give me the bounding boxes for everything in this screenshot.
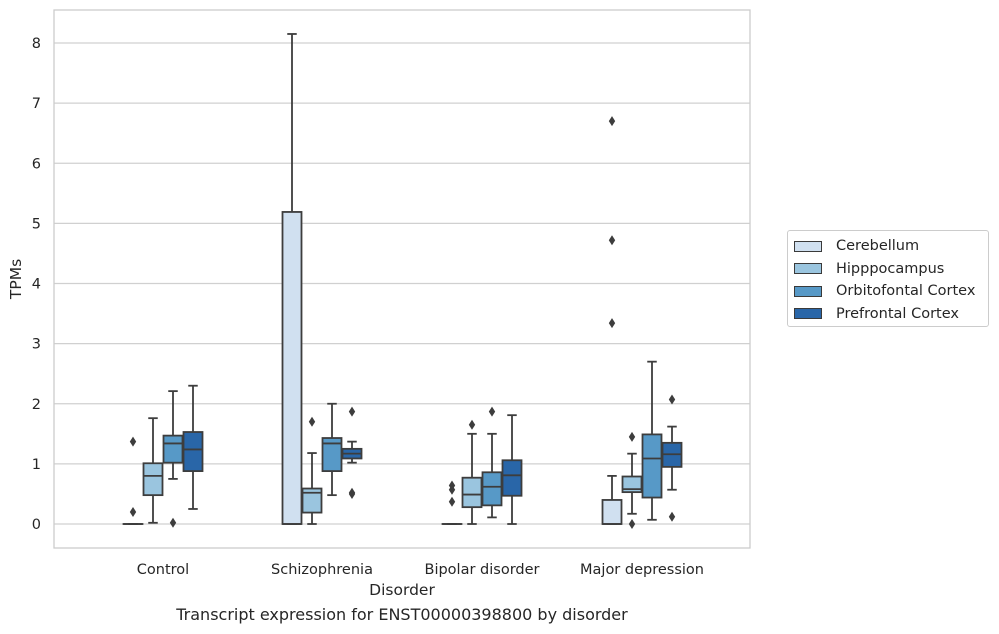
legend: Cerebellum Hipppocampus Orbitofontal Cor… [787,230,989,327]
box-cerebellum-1 [281,33,303,525]
boxes [122,33,683,529]
outlier-point [608,116,616,127]
outlier-point [668,394,676,405]
outlier-point [348,406,356,417]
legend-swatch-hippocampus [794,263,822,275]
x-tick-label: Control [137,562,189,578]
outlier-point [668,511,676,522]
outlier-point [448,496,456,507]
box-prefrontal-cortex-2 [501,414,523,525]
outlier-point [308,416,316,427]
x-tick-labels: Control Schizophrenia Bipolar disorder Majo… [137,562,704,578]
box-prefrontal-cortex-0 [182,384,204,510]
x-axis-label: Disorder [369,581,435,599]
y-tick-label: 4 [32,277,41,293]
outlier-point [129,436,137,447]
box-prefrontal-cortex-1 [341,406,363,499]
legend-label-hippocampus: Hipppocampus [836,260,945,277]
y-tick-label: 1 [32,457,41,473]
legend-item-cerebellum: Cerebellum [794,235,982,258]
box-hipppocampus-1 [301,416,323,525]
box-iqr [142,462,164,497]
box-iqr [641,433,663,499]
outlier-point [628,519,636,529]
outlier-point [628,431,636,442]
x-tick-label: Bipolar disorder [425,562,540,578]
box-hipppocampus-2 [461,419,483,525]
x-tick-label: Major depression [580,562,704,578]
legend-label-cerebellum: Cerebellum [836,238,920,255]
box-hipppocampus-0 [142,417,164,524]
x-tick-label: Schizophrenia [271,562,373,578]
box-cerebellum-0 [122,436,144,525]
box-cerebellum-3 [601,116,623,525]
outlier-point [129,506,137,517]
box-iqr [601,499,623,525]
y-tick-label: 3 [32,337,41,353]
y-tick-labels: 0 1 2 3 4 5 6 7 8 [32,36,41,533]
box-iqr [461,476,483,509]
box-iqr [301,487,323,514]
y-tick-label: 2 [32,397,41,413]
outlier-point [169,517,177,528]
legend-item-hippocampus: Hipppocampus [794,258,982,281]
box-iqr [321,437,343,472]
box-cerebellum-2 [441,480,463,525]
y-tick-label: 7 [32,96,41,112]
outlier-point [468,419,476,430]
box-iqr [621,475,643,494]
outlier-point [608,318,616,329]
legend-label-orbitofrontal-cortex: Orbitofontal Cortex [836,283,976,300]
box-iqr [182,431,204,472]
box-orbitofontal-cortex-0 [162,390,184,528]
legend-swatch-cerebellum [794,240,822,252]
outlier-point [448,484,456,495]
grid-lines [54,42,750,525]
y-tick-label: 0 [32,517,41,533]
y-tick-label: 8 [32,36,41,52]
legend-item-prefrontal-cortex: Prefrontal Cortex [794,303,982,326]
outlier-point [348,488,356,499]
y-axis-label: TPMs [7,259,25,300]
box-prefrontal-cortex-3 [661,394,683,522]
outlier-point [488,406,496,417]
legend-swatch-orbitofrontal-cortex [794,285,822,297]
box-orbitofontal-cortex-1 [321,402,343,497]
box-iqr [501,459,523,497]
box-iqr [281,211,303,525]
legend-item-orbitofrontal-cortex: Orbitofontal Cortex [794,280,982,303]
box-orbitofontal-cortex-2 [481,406,503,519]
box-hipppocampus-3 [621,431,643,529]
chart-caption: Transcript expression for ENST0000039880… [176,605,628,624]
y-tick-label: 6 [32,156,41,172]
box-iqr [162,434,184,464]
legend-label-prefrontal-cortex: Prefrontal Cortex [836,305,959,322]
plot-frame [53,9,751,549]
legend-swatch-prefrontal-cortex [794,308,822,320]
y-tick-label: 5 [32,216,41,232]
box-iqr [481,471,503,507]
box-orbitofontal-cortex-3 [641,360,663,521]
outlier-point [608,235,616,246]
